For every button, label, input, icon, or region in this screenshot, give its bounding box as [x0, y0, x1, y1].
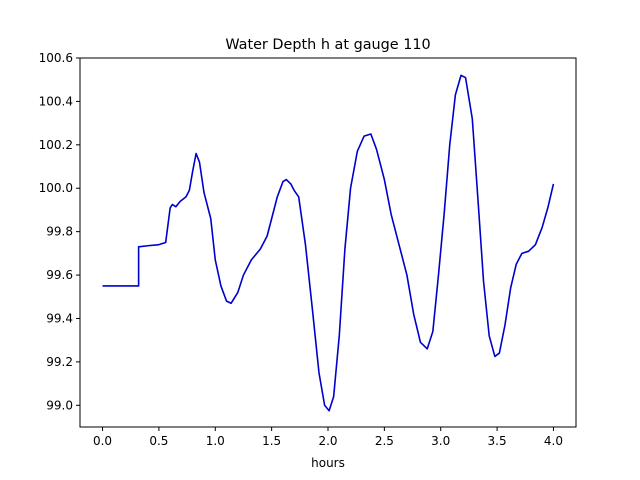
- y-tick-label: 99.8: [46, 225, 73, 239]
- x-tick-label: 1.5: [262, 434, 281, 448]
- chart-title: Water Depth h at gauge 110: [225, 37, 430, 53]
- x-tick-label: 3.5: [488, 434, 507, 448]
- plot-area: 0.0 0.5 1.0 1.5 2.0 2.5 3.0 3.5 4.0 99.0 99.2 99.4 9…: [39, 51, 577, 448]
- y-tick-label: 100.2: [39, 138, 73, 152]
- y-tick-label: 99.2: [46, 355, 73, 369]
- y-tick-label: 99.0: [46, 398, 73, 412]
- series-line-0: [102, 74, 555, 412]
- y-tick-label: 100.6: [39, 51, 73, 65]
- x-axis-label: hours: [311, 456, 345, 470]
- x-tick-label: 2.0: [318, 434, 337, 448]
- x-tick-label: 0.5: [149, 434, 168, 448]
- x-tick-label: 1.0: [206, 434, 225, 448]
- y-tick-label: 99.4: [46, 311, 73, 325]
- y-tick-label: 100.0: [39, 181, 73, 195]
- y-tick-label: 99.6: [46, 268, 73, 282]
- y-tick-label: 100.4: [39, 94, 73, 108]
- x-tick-label: 4.0: [544, 434, 563, 448]
- x-tick-label: 3.0: [431, 434, 450, 448]
- x-tick-label: 0.0: [93, 434, 112, 448]
- x-tick-label: 2.5: [375, 434, 394, 448]
